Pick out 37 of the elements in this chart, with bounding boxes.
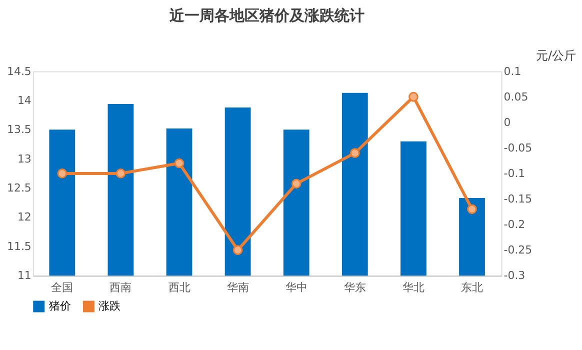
x-tick-label: 华东: [344, 281, 366, 294]
x-tick-label: 西北: [168, 281, 190, 294]
y2-tick-label: -0.2: [504, 218, 526, 232]
legend-label: 猪价: [48, 299, 71, 312]
x-tick-label: 西南: [110, 281, 132, 294]
y2-tick-label: 0.05: [504, 90, 528, 104]
x-tick-label: 东北: [461, 281, 484, 294]
chart-title: 近一周各地区猪价及涨跌统计: [168, 6, 365, 24]
y2-tick-label: -0.15: [504, 192, 532, 206]
y2-tick-label: -0.05: [504, 141, 532, 154]
point: [174, 158, 184, 168]
y-tick-label: 13: [17, 152, 32, 166]
y-tick-label: 13.5: [7, 123, 32, 136]
y-tick-label: 14: [17, 94, 32, 107]
y-tick-label: 14.5: [7, 64, 32, 78]
point: [116, 168, 126, 178]
x-tick-label: 全国: [51, 281, 74, 294]
x-tick-label: 华中: [285, 281, 308, 294]
y2-tick-label: 0: [504, 116, 511, 129]
point: [291, 178, 302, 189]
point: [57, 168, 68, 178]
y2-tick-label: 0.1: [504, 64, 522, 78]
y2-tick-label: -0.1: [504, 166, 526, 180]
y-tick-label: 11: [17, 269, 32, 282]
point: [467, 204, 477, 214]
point: [350, 148, 360, 158]
point: [408, 92, 418, 102]
point: [232, 245, 243, 255]
text: 元/公斤: [536, 48, 576, 62]
y2-tick-label: -0.3: [504, 269, 526, 282]
y-tick-label: 12: [17, 210, 32, 224]
y-tick-label: 12.5: [7, 182, 32, 195]
x-tick-label: 华南: [226, 281, 249, 294]
x-tick-label: 华北: [402, 281, 424, 294]
y-tick-label: 11.5: [7, 240, 32, 253]
y2-tick-label: -0.25: [504, 244, 532, 257]
legend-label: 涨跌: [98, 299, 121, 312]
